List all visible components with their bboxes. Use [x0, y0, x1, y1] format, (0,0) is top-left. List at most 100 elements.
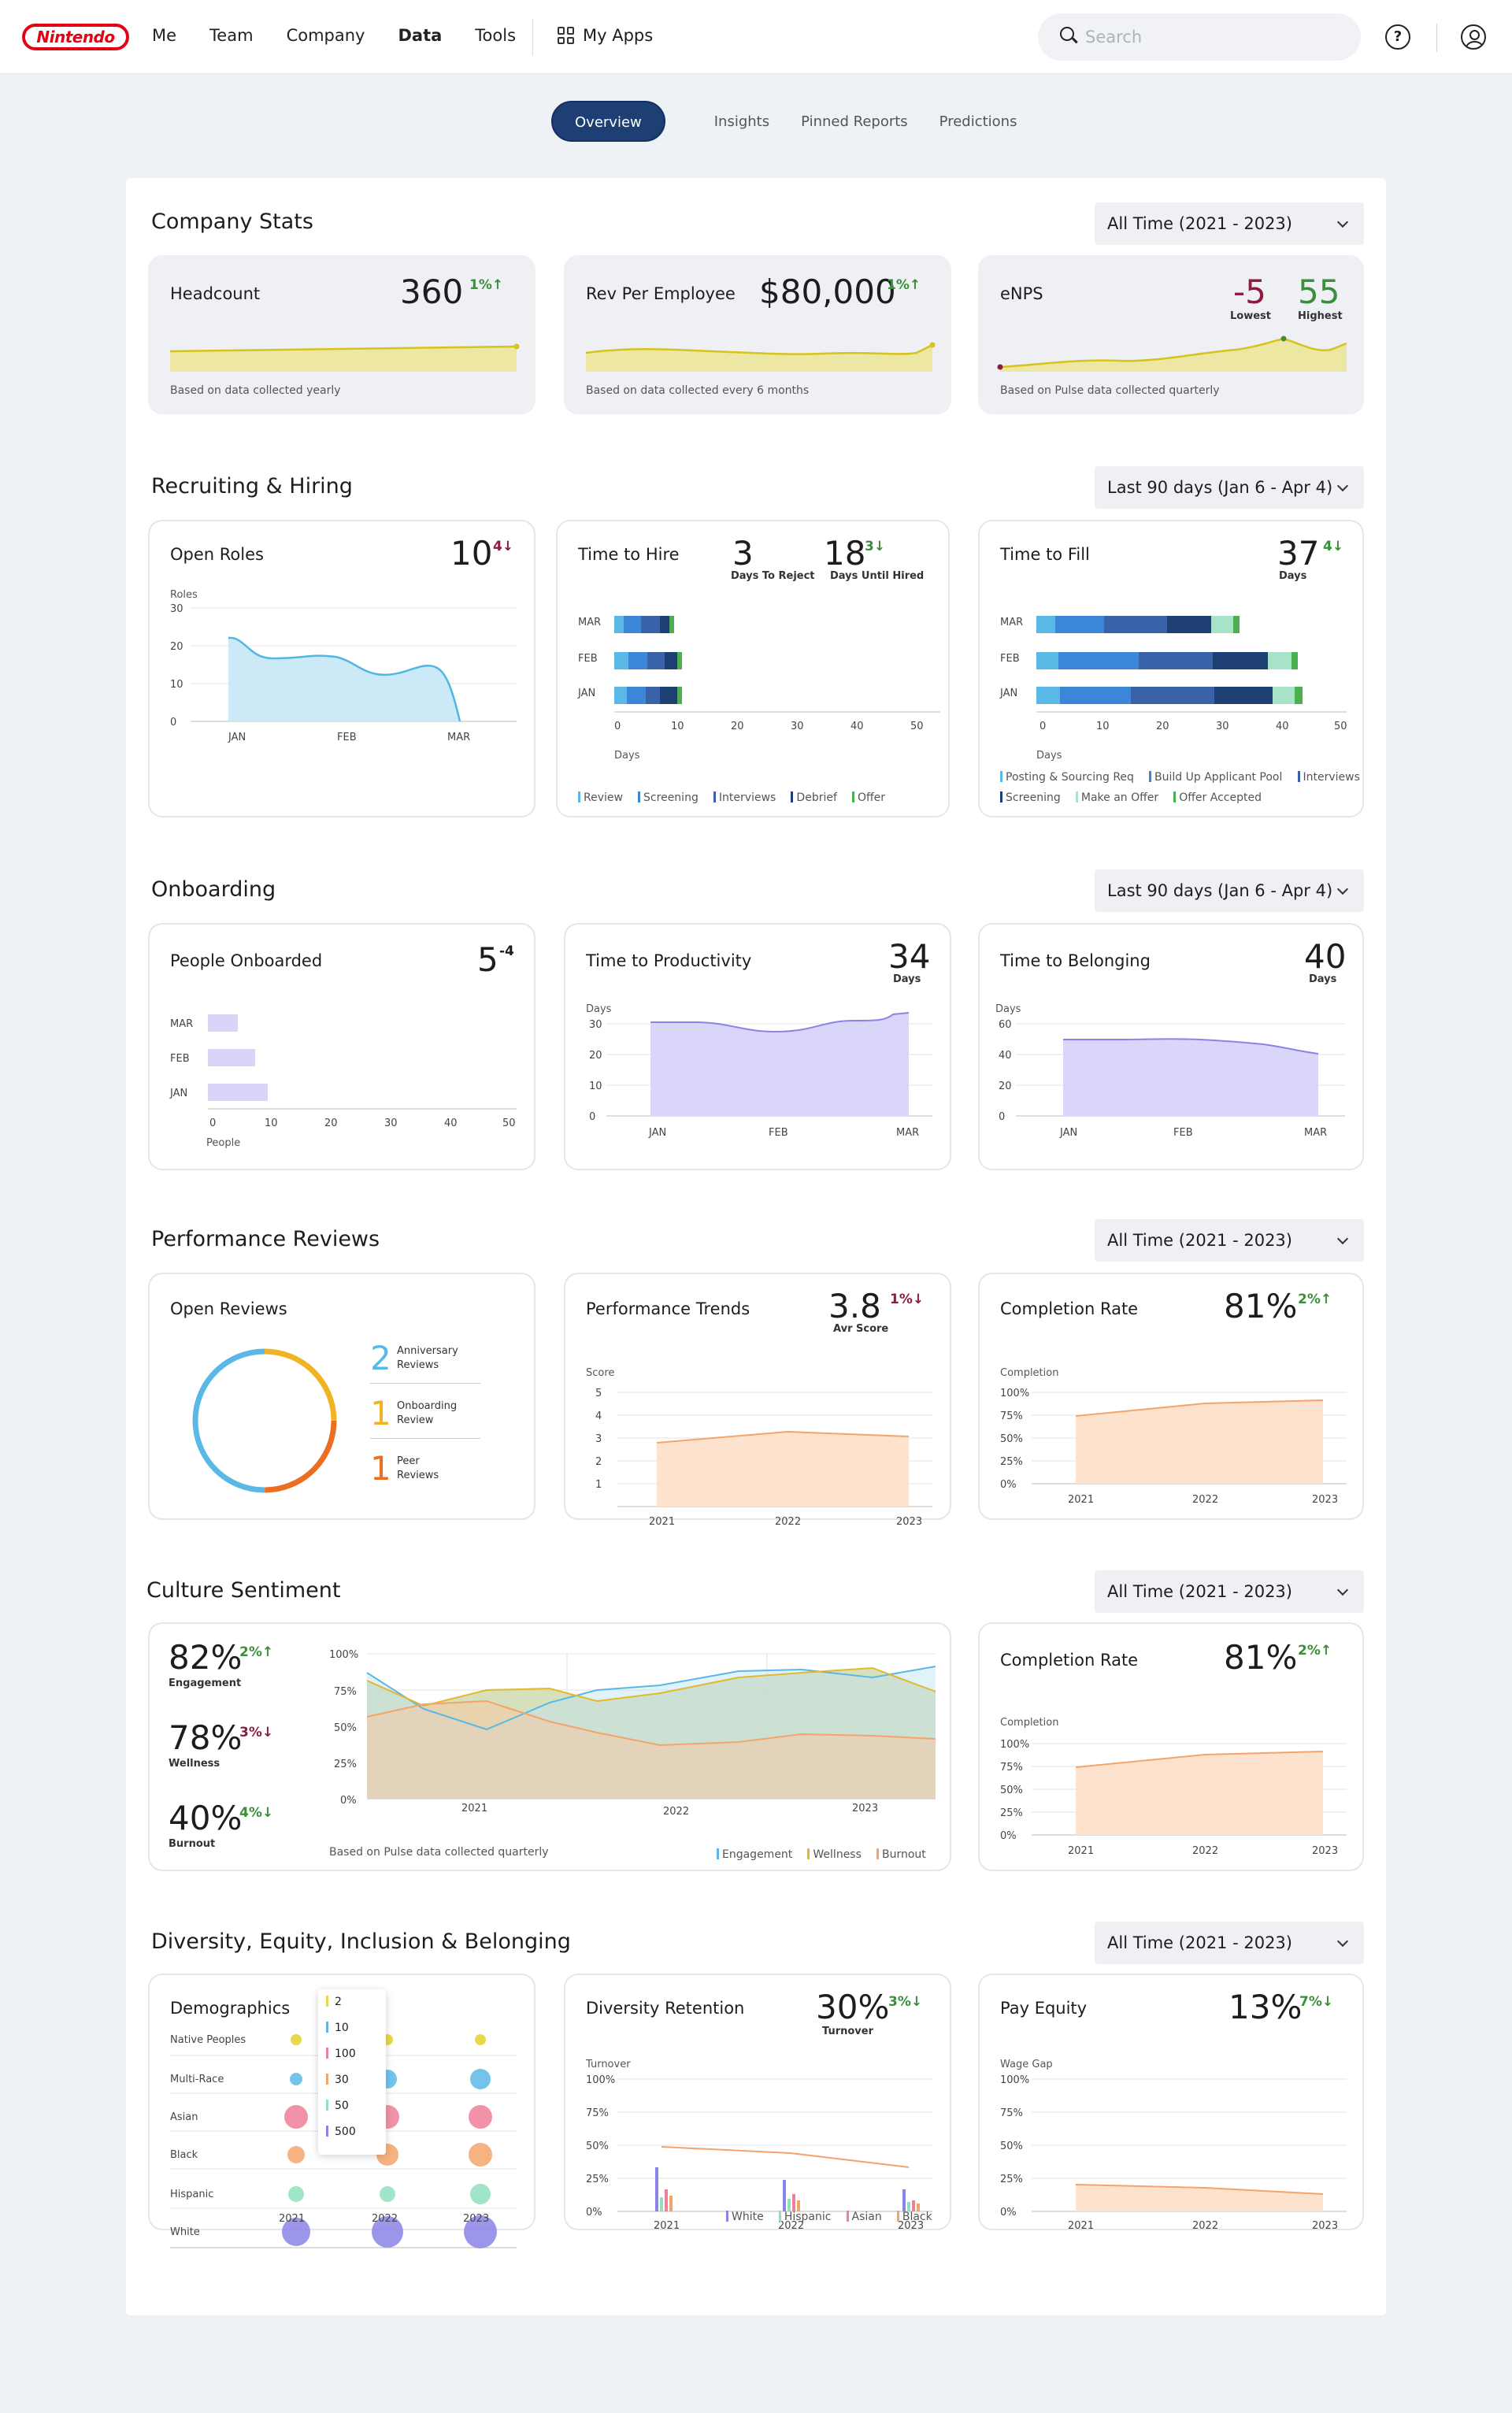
x-tick: JAN	[228, 732, 246, 743]
nav-tools[interactable]: Tools	[475, 26, 517, 45]
time-to-belonging-card[interactable]: Time to Belonging 40 Days Days 60 40 20 …	[978, 923, 1364, 1170]
wellness-delta: 3%↓	[239, 1725, 274, 1740]
enps-card[interactable]: eNPS -5 Lowest 55 Highest Based on Pulse…	[978, 255, 1364, 414]
user-profile-icon[interactable]	[1461, 24, 1486, 50]
headcount-delta: 1%↑	[469, 277, 504, 293]
y-tick: 10	[170, 679, 183, 691]
completion-rate-delta: 2%↑	[1298, 1292, 1332, 1307]
nav-team[interactable]: Team	[209, 26, 254, 45]
demographics-card[interactable]: Demographics Native Peoples Multi-Race A…	[148, 1974, 536, 2248]
enps-lowest-value: -5	[1233, 272, 1266, 311]
burnout-value: 40%	[169, 1799, 243, 1837]
my-apps-button[interactable]: My Apps	[558, 26, 653, 45]
svg-text:0%: 0%	[340, 1795, 357, 1807]
svg-text:10: 10	[671, 721, 684, 732]
demographics-year-2022: 2022	[372, 2213, 398, 2225]
headcount-card[interactable]: Headcount 360 1%↑ Based on data collecte…	[148, 255, 536, 414]
svg-text:50%: 50%	[1000, 2141, 1023, 2152]
people-onboarded-xlabel: People	[206, 1137, 241, 1149]
culture-completion-rate-card[interactable]: Completion Rate 81% 2%↑ Completion 100% …	[978, 1622, 1364, 1871]
x-tick: MAR	[447, 732, 470, 743]
performance-trends-delta: 1%↓	[890, 1292, 925, 1307]
nintendo-logo[interactable]: Nintendo	[22, 24, 129, 50]
svg-text:0%: 0%	[586, 2207, 602, 2218]
bar-jan	[614, 687, 682, 704]
performance-trends-area-chart: 5 4 3 2 1 2021 2022 2023	[595, 1388, 932, 1528]
pay-equity-value: 13%	[1228, 1988, 1303, 2026]
diversity-retention-chart: 100% 75% 50% 25% 0% 2021 2022 2023	[586, 2074, 932, 2232]
demographics-year-2021: 2021	[279, 2213, 306, 2225]
demographics-label: Demographics	[170, 1999, 291, 2018]
wellness-label: Wellness	[169, 1758, 220, 1770]
people-onboarded-label: People Onboarded	[170, 951, 323, 970]
enps-highest-label: Highest	[1298, 310, 1343, 322]
performance-range-dropdown[interactable]: All Time (2021 - 2023)	[1095, 1219, 1364, 1262]
apps-grid-icon	[558, 27, 575, 44]
time-to-hire-card[interactable]: Time to Hire 3 Days To Reject 18 3↓ Days…	[556, 520, 950, 817]
completion-rate-card[interactable]: Completion Rate 81% 2%↑ Completion 100% …	[978, 1273, 1364, 1520]
rev-per-employee-card[interactable]: Rev Per Employee $80,000 1%↑ Based on da…	[564, 255, 951, 414]
review-row-peer[interactable]: 1 Peer Reviews	[370, 1449, 439, 1488]
review-row-anniversary[interactable]: 2 Anniversary Reviews	[370, 1339, 458, 1377]
pay-equity-card[interactable]: Pay Equity 13% 7%↓ Wage Gap 100% 75% 50%…	[978, 1974, 1364, 2232]
time-to-productivity-card[interactable]: Time to Productivity 34 Days Days 30 20 …	[564, 923, 951, 1170]
review-row-onboarding[interactable]: 1 Onboarding Review	[370, 1394, 458, 1433]
open-reviews-card[interactable]: Open Reviews 2 Anniversary Reviews 1 Onbo…	[148, 1273, 536, 1520]
culture-legend: Engagement Wellness Burnout	[717, 1846, 926, 1861]
tab-overview[interactable]: Overview	[551, 101, 665, 142]
svg-text:0: 0	[209, 1118, 216, 1129]
tab-predictions[interactable]: Predictions	[939, 113, 1017, 130]
svg-text:10: 10	[589, 1080, 602, 1092]
completion-rate-area-chart: 100% 75% 50% 25% 0% 2021 2022 2023	[1000, 1388, 1347, 1506]
performance-trends-card[interactable]: Performance Trends 3.8 Avr Score 1%↓ Sco…	[564, 1273, 951, 1528]
search-input[interactable]	[1085, 24, 1345, 50]
enps-highest-value: 55	[1298, 272, 1340, 311]
open-roles-area-chart: 30 20 10 0 JAN FEB MAR	[170, 603, 517, 743]
recruiting-range-dropdown[interactable]: Last 90 days (Jan 6 - Apr 4)	[1095, 466, 1364, 509]
culture-range-dropdown[interactable]: All Time (2021 - 2023)	[1095, 1570, 1364, 1613]
svg-text:2023: 2023	[1312, 1845, 1338, 1857]
culture-sentiment-card[interactable]: 82% 2%↑ Engagement 78% 3%↓ Wellness 40% …	[148, 1622, 951, 1871]
time-to-hire-stacked-bar-chart: MAR FEB JAN 0 10 20 30 40 50	[577, 616, 940, 732]
performance-trends-sub: Avr Score	[833, 1323, 889, 1335]
enps-sparkline	[997, 335, 1347, 372]
svg-text:75%: 75%	[334, 1686, 357, 1698]
toolbar-divider	[1436, 24, 1437, 52]
nav-data[interactable]: Data	[398, 26, 443, 45]
diversity-retention-ylabel: Turnover	[586, 2059, 631, 2070]
demographics-bubble-chart: Native Peoples Multi-Race Asian Black Hi…	[170, 2034, 517, 2248]
svg-text:75%: 75%	[1000, 2107, 1023, 2119]
help-icon[interactable]: ?	[1385, 24, 1410, 50]
svg-text:MAR: MAR	[896, 1127, 919, 1139]
svg-text:Hispanic: Hispanic	[170, 2189, 213, 2200]
tab-insights[interactable]: Insights	[713, 113, 770, 130]
company-stats-range-dropdown[interactable]: All Time (2021 - 2023)	[1095, 202, 1364, 245]
demographics-year-2023: 2023	[463, 2213, 490, 2225]
performance-trends-value: 3.8	[828, 1287, 881, 1325]
bar-feb	[208, 1049, 255, 1066]
svg-text:5: 5	[595, 1388, 602, 1399]
time-to-productivity-area-chart: 30 20 10 0 JAN FEB MAR	[589, 1012, 932, 1139]
svg-text:60: 60	[999, 1019, 1012, 1031]
svg-text:30: 30	[791, 721, 804, 732]
nav-me[interactable]: Me	[152, 26, 177, 45]
time-to-fill-card[interactable]: Time to Fill 37 4↓ Days MAR FEB JAN 0 10…	[978, 520, 1364, 817]
open-roles-ylabel: Roles	[170, 589, 198, 601]
open-roles-card[interactable]: Open Roles 10 4↓ Roles 30 20 10 0 JAN FE…	[148, 520, 536, 817]
svg-text:10: 10	[1096, 721, 1110, 732]
nav-company[interactable]: Company	[286, 26, 365, 45]
wellness-value: 78%	[169, 1718, 243, 1757]
svg-text:3: 3	[595, 1433, 602, 1445]
deib-range-dropdown[interactable]: All Time (2021 - 2023)	[1095, 1922, 1364, 1964]
svg-text:FEB: FEB	[1000, 653, 1020, 665]
completion-rate-label: Completion Rate	[1000, 1299, 1139, 1318]
tab-pinned-reports[interactable]: Pinned Reports	[801, 113, 908, 130]
onboarding-range-dropdown[interactable]: Last 90 days (Jan 6 - Apr 4)	[1095, 869, 1364, 912]
search-bar[interactable]	[1038, 13, 1361, 61]
view-tabs: Overview Insights Pinned Reports Predict…	[551, 101, 1048, 142]
people-onboarded-card[interactable]: People Onboarded 5 -4 MAR FEB JAN 0 10 2…	[148, 923, 536, 1170]
diversity-retention-card[interactable]: Diversity Retention 30% Turnover 3%↓ Tur…	[564, 1974, 951, 2232]
svg-text:2022: 2022	[663, 1806, 689, 1818]
svg-text:75%: 75%	[586, 2107, 609, 2119]
culture-completion-area-chart: 100% 75% 50% 25% 0% 2021 2022 2023	[1000, 1739, 1347, 1857]
